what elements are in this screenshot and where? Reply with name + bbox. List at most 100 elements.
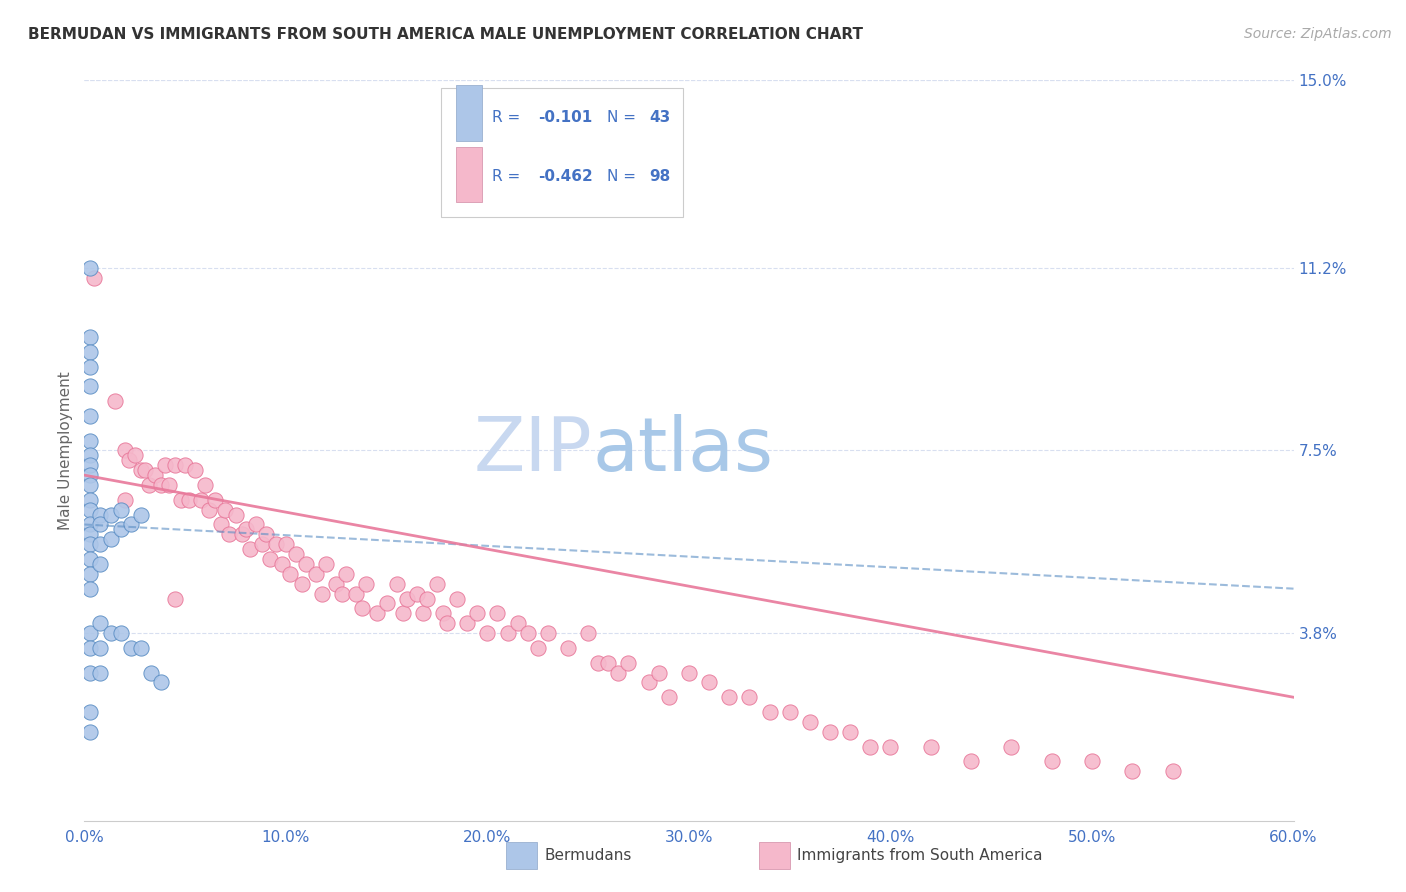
Point [818, 724, 841, 739]
Point [678, 665, 700, 680]
Point [118, 453, 141, 467]
Point [239, 542, 262, 557]
Text: BERMUDAN VS IMMIGRANTS FROM SOUTH AMERICA MALE UNEMPLOYMENT CORRELATION CHART: BERMUDAN VS IMMIGRANTS FROM SOUTH AMERIC… [28, 27, 863, 42]
Point [270, 557, 292, 571]
Point [839, 724, 862, 739]
Point [305, 566, 328, 581]
Point [1081, 755, 1104, 769]
Point [285, 547, 308, 561]
Point [527, 640, 550, 655]
Point [174, 458, 197, 473]
Point [110, 523, 132, 537]
Point [79, 665, 101, 680]
Point [412, 607, 434, 621]
Point [100, 508, 122, 522]
Point [779, 705, 801, 719]
Point [79, 582, 101, 596]
Text: R =: R = [492, 110, 524, 125]
Point [416, 591, 439, 606]
Bar [456, 147, 482, 202]
Point [204, 492, 226, 507]
Point [143, 468, 166, 483]
Point [83, 270, 105, 285]
Point [598, 656, 620, 670]
Point [264, 537, 287, 551]
Point [658, 690, 681, 705]
Point [295, 557, 318, 571]
Text: Source: ZipAtlas.com: Source: ZipAtlas.com [1244, 27, 1392, 41]
Point [79, 626, 101, 640]
Point [879, 739, 901, 754]
Point [129, 640, 152, 655]
Point [477, 626, 499, 640]
Text: ZIP: ZIP [474, 414, 592, 487]
Point [506, 616, 529, 631]
Text: 98: 98 [650, 169, 671, 184]
Point [315, 557, 337, 571]
Point [456, 616, 478, 631]
Point [1121, 764, 1143, 779]
Point [346, 586, 368, 600]
Point [79, 330, 101, 344]
Point [79, 705, 101, 719]
Point [157, 478, 180, 492]
Point [165, 591, 187, 606]
Point [254, 527, 277, 541]
Point [129, 463, 152, 477]
Point [79, 344, 101, 359]
Point [235, 523, 257, 537]
Point [231, 527, 253, 541]
Text: Bermudans: Bermudans [544, 848, 631, 863]
Point [139, 665, 162, 680]
Point [120, 517, 142, 532]
Point [738, 690, 761, 705]
Point [149, 478, 172, 492]
Text: R =: R = [492, 169, 524, 184]
Point [89, 640, 111, 655]
Point [356, 576, 378, 591]
Point [120, 640, 142, 655]
Point [446, 591, 468, 606]
Point [375, 597, 398, 611]
Point [960, 755, 983, 769]
Point [79, 359, 101, 374]
Text: -0.462: -0.462 [538, 169, 592, 184]
Point [250, 537, 273, 551]
Point [557, 640, 579, 655]
Point [209, 517, 232, 532]
Point [406, 586, 429, 600]
Point [325, 576, 347, 591]
Point [79, 640, 101, 655]
Point [920, 739, 942, 754]
Point [311, 586, 333, 600]
Point [385, 576, 408, 591]
Point [395, 591, 418, 606]
Point [124, 449, 146, 463]
Point [436, 616, 458, 631]
Point [330, 586, 353, 600]
Point [79, 409, 101, 423]
Point [79, 517, 101, 532]
Point [89, 665, 111, 680]
Text: 43: 43 [650, 110, 671, 125]
Point [79, 552, 101, 566]
Point [1000, 739, 1022, 754]
Point [259, 552, 281, 566]
Point [245, 517, 267, 532]
Point [335, 566, 357, 581]
Point [225, 508, 247, 522]
Text: N =: N = [607, 110, 641, 125]
Point [697, 675, 720, 690]
Point [114, 492, 136, 507]
Point [89, 517, 111, 532]
Point [79, 478, 101, 492]
Point [218, 527, 240, 541]
Point [588, 656, 610, 670]
Point [190, 492, 212, 507]
Point [1161, 764, 1184, 779]
Point [184, 463, 207, 477]
Point [138, 478, 160, 492]
Point [89, 537, 111, 551]
Point [799, 714, 821, 729]
Point [110, 626, 132, 640]
